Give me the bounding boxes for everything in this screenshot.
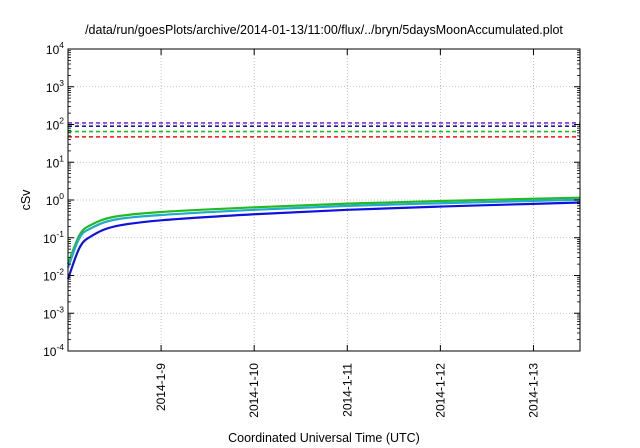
y-tick-label: 100	[46, 191, 64, 208]
y-tick-label: 10-1	[43, 229, 64, 246]
series-line	[66, 201, 581, 280]
series-line	[66, 198, 581, 269]
y-axis-label: cSv	[19, 189, 33, 211]
x-tick-label: 2014-1-9	[154, 363, 168, 411]
x-tick-label: 2014-1-10	[247, 363, 261, 418]
x-tick-label: 2014-1-11	[340, 363, 354, 417]
series-line	[66, 196, 581, 265]
y-tick-label: 10-4	[43, 342, 64, 359]
y-tick-label: 103	[46, 78, 64, 95]
y-tick-label: 101	[46, 153, 64, 170]
chart-title: /data/run/goesPlots/archive/2014-01-13/1…	[85, 23, 563, 37]
x-tick-label: 2014-1-12	[433, 363, 447, 418]
series-layer	[66, 196, 581, 280]
x-axis: 2014-1-9 2014-1-10 2014-1-11 2014-1-12 2014-…	[154, 49, 540, 418]
y-tick-label: 10-3	[43, 304, 64, 321]
y-axis: 10-4 10-3 10-2 10-1 100 101 102 103 104	[43, 40, 580, 359]
y-tick-label: 104	[46, 40, 64, 57]
x-axis-label: Coordinated Universal Time (UTC)	[228, 431, 420, 445]
x-tick-label: 2014-1-13	[526, 363, 540, 418]
y-tick-label: 10-2	[43, 267, 64, 284]
y-tick-label: 102	[46, 116, 64, 133]
reference-lines	[68, 122, 580, 138]
